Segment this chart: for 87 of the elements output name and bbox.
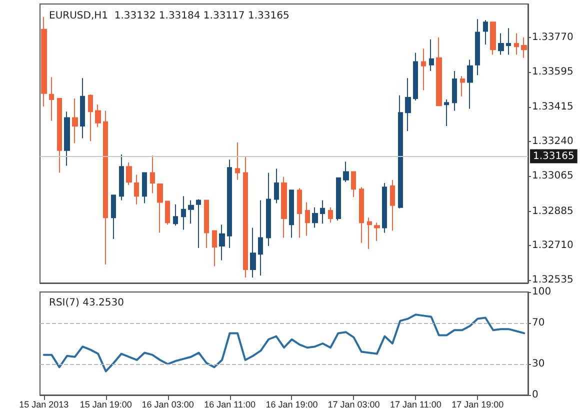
candlestick (374, 222, 380, 242)
candlestick (126, 162, 132, 186)
x-tick-label: 17 Jan 11:00 (390, 400, 442, 410)
x-tick-label: 15 Jan 19:00 (80, 400, 132, 410)
y-tick-label: 0 (532, 390, 538, 400)
candlestick (467, 59, 473, 110)
candlestick (266, 172, 271, 247)
ref-line-label: 1.33165 (533, 150, 574, 162)
candlestick (498, 32, 504, 56)
y-tick-label: 1.33770 (532, 32, 574, 43)
candlestick (436, 36, 442, 106)
y-tick-label: 30 (532, 358, 545, 370)
candlestick (359, 186, 364, 244)
candlestick (320, 200, 325, 224)
candlestick (219, 224, 225, 261)
candlestick (204, 200, 209, 249)
candlestick (483, 20, 488, 45)
candlestick (506, 28, 511, 56)
y-tick-label: 100 (532, 286, 552, 298)
candlestick (521, 36, 527, 58)
candlestick (289, 190, 294, 238)
y-tick-label: 1.32535 (532, 274, 574, 286)
candlestick (150, 154, 155, 194)
candlestick (405, 78, 411, 132)
candlestick (165, 200, 170, 226)
candlestick (57, 98, 62, 174)
candlestick (80, 78, 85, 139)
candlestick (64, 111, 70, 166)
x-tick-label: 17 Jan 03:00 (328, 400, 380, 410)
y-tick-label: 1.33240 (532, 136, 574, 148)
candlestick (157, 183, 163, 234)
candlestick (134, 174, 139, 205)
candlestick (188, 200, 194, 224)
candlestick (305, 202, 310, 236)
candlestick (95, 104, 101, 128)
candlestick (103, 110, 108, 265)
text: EURUSD,H1 1.33132 1.33184 1.33117 1.33165 (49, 10, 290, 22)
candlestick (367, 217, 372, 250)
candlestick (390, 179, 395, 232)
candlestick (382, 182, 387, 234)
candlestick (490, 22, 496, 56)
candlestick (181, 196, 186, 230)
candlestick (343, 161, 349, 183)
candlestick (421, 48, 426, 91)
candlestick (173, 204, 178, 226)
candlestick (351, 171, 356, 198)
y-tick-label: 1.32885 (532, 206, 574, 217)
candlestick (212, 230, 217, 267)
y-tick-label: 1.32710 (532, 240, 574, 252)
candlestick (460, 76, 465, 97)
y-tick-label: 1.33065 (532, 170, 574, 182)
y-tick-label: 1.33415 (532, 102, 574, 113)
candlestick (142, 172, 147, 204)
candlestick (196, 198, 201, 249)
candlestick (413, 52, 418, 101)
candlestick (49, 76, 54, 122)
y-tick-label: 70 (532, 317, 545, 328)
candlestick (336, 177, 341, 222)
candlestick (258, 200, 263, 276)
candlestick (297, 188, 302, 238)
candlestick (452, 70, 457, 112)
text: RSI(7) 43.2530 (49, 298, 124, 308)
candlestick (88, 94, 93, 142)
candlestick (281, 176, 287, 238)
candlestick (41, 16, 47, 108)
candlestick (72, 98, 78, 144)
candlestick (111, 194, 116, 240)
x-tick-label: 15 Jan 2013 (19, 400, 69, 410)
candlestick (328, 206, 333, 224)
candlestick (312, 206, 318, 228)
candlestick (250, 227, 256, 278)
candlestick (235, 142, 240, 180)
line-series (42, 314, 526, 372)
candlestick (514, 32, 519, 56)
candlestick (429, 38, 434, 72)
x-tick-label: 17 Jan 19:00 (452, 400, 504, 410)
candlestick (243, 156, 248, 278)
y-tick-label: 1.33595 (532, 66, 574, 78)
candlestick (227, 159, 232, 249)
x-tick-label: 16 Jan 19:00 (266, 400, 318, 410)
candlestick (119, 154, 124, 201)
candlestick (475, 18, 480, 76)
x-tick-label: 16 Jan 11:00 (204, 400, 256, 410)
x-tick-label: 16 Jan 03:00 (142, 400, 194, 410)
candlestick (398, 94, 403, 209)
candlestick (274, 168, 279, 204)
candlestick (444, 98, 449, 127)
